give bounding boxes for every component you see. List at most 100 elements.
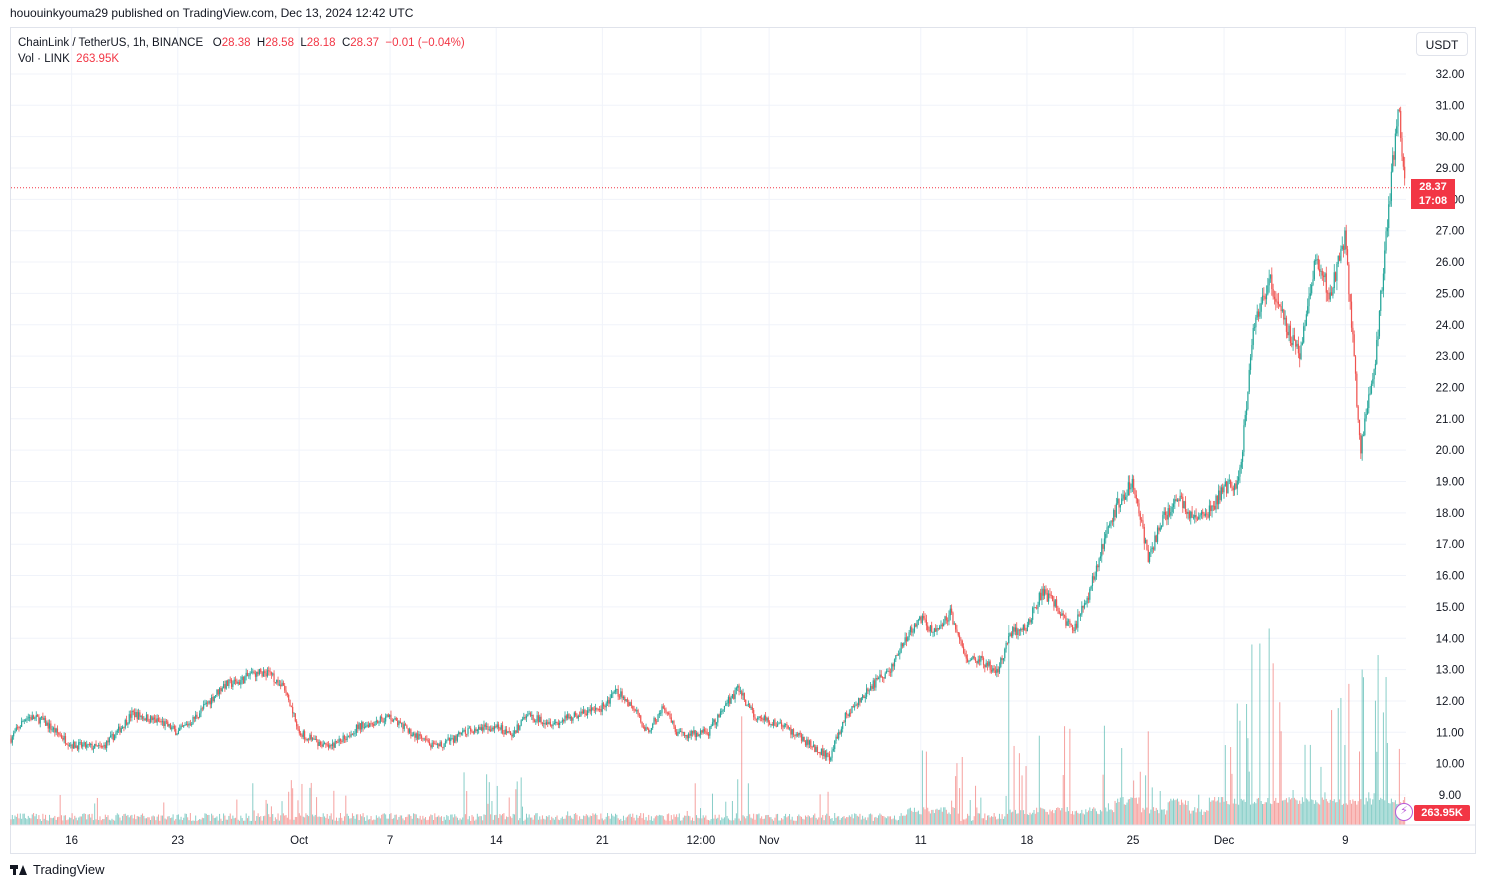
candle-body (71, 744, 73, 749)
volume-bars (10, 625, 1406, 825)
candle-body (172, 726, 174, 728)
candle-body (193, 716, 195, 719)
candle-body (459, 732, 461, 735)
volume-bar (26, 819, 28, 825)
volume-bar (175, 819, 177, 825)
volume-bar (1361, 669, 1363, 825)
volume-bar (607, 813, 609, 825)
volume-bar (1348, 683, 1350, 825)
volume-bar (362, 813, 364, 825)
x-tick-label: Dec (1214, 835, 1235, 847)
candle-body (1042, 588, 1044, 596)
candle-body (1402, 156, 1404, 167)
candle-body (981, 655, 983, 659)
volume-bar (430, 814, 432, 825)
volume-bar (127, 814, 129, 825)
candle-body (779, 722, 781, 724)
candle-body (956, 629, 958, 633)
volume-bar (900, 813, 902, 825)
candle-body (701, 730, 703, 733)
candle-body (1102, 544, 1104, 549)
last-volume-tag: 263.95K (1414, 805, 1470, 821)
candle-body (711, 722, 714, 727)
candle-body (294, 713, 296, 722)
candle-body (195, 714, 197, 719)
candle-body (103, 744, 105, 747)
volume-bar (1272, 663, 1274, 825)
volume-bar (266, 803, 268, 825)
volume-bar (891, 819, 893, 825)
candle-body (63, 736, 65, 740)
volume-bar (862, 815, 864, 825)
candle-body (252, 671, 254, 673)
candle-body (791, 729, 793, 735)
candle-body (792, 729, 795, 735)
candle-body (10, 738, 12, 743)
candle-body (557, 722, 559, 725)
candle-body (1280, 306, 1282, 312)
candle-body (1078, 614, 1080, 616)
volume-bar (421, 819, 423, 825)
volume-bar (1357, 801, 1359, 825)
candle-body (533, 720, 536, 722)
volume-bar (1078, 813, 1080, 825)
candle-body (852, 706, 854, 708)
candle-body (56, 728, 59, 733)
volume-bar (923, 807, 925, 825)
volume-bar (318, 816, 320, 825)
volume-bar (1356, 804, 1358, 825)
candle-body (1228, 480, 1230, 482)
volume-bar (661, 815, 663, 825)
candle-body (51, 729, 53, 731)
volume-bar (393, 818, 395, 825)
volume-bar (1374, 700, 1376, 825)
candle-body (446, 740, 448, 742)
candle-body (119, 726, 121, 733)
volume-bar (1139, 771, 1141, 825)
candle-body (580, 711, 582, 717)
candle-body (345, 739, 347, 741)
symbol-label[interactable]: ChainLink / TetherUS, 1h, BINANCE (18, 37, 204, 49)
volume-bar (42, 813, 44, 825)
candle-body (763, 715, 765, 721)
candle-body (144, 718, 146, 721)
volume-bar (1101, 811, 1103, 825)
volume-bar (120, 820, 122, 825)
lightning-icon[interactable]: ⚡ (1395, 803, 1413, 821)
candle-body (339, 738, 342, 742)
volume-bar (673, 814, 675, 825)
y-tick-label: 16.00 (1436, 571, 1465, 583)
candle-body (264, 671, 266, 674)
close-value: 28.37 (350, 37, 380, 49)
volume-bar (326, 813, 328, 825)
volume-bar (176, 814, 178, 825)
volume-bar (956, 763, 958, 825)
volume-bar (1373, 793, 1375, 825)
candle-body (988, 661, 990, 666)
volume-bar (866, 820, 868, 825)
volume-bar (302, 816, 304, 825)
candle-body (729, 697, 731, 704)
footer-brand[interactable]: TradingView (10, 862, 105, 877)
volume-bar (300, 815, 302, 825)
volume-bar (96, 797, 98, 825)
candle-body (828, 754, 830, 761)
candle-body (1325, 273, 1327, 293)
candle-body (470, 727, 472, 732)
candle-body (1373, 369, 1375, 380)
volume-bar (787, 816, 789, 825)
currency-button[interactable]: USDT (1416, 32, 1468, 56)
candle-body (680, 731, 682, 733)
volume-bar (1054, 810, 1056, 825)
volume-bar (239, 820, 241, 825)
volume-bar (103, 819, 105, 825)
candle-body (1119, 504, 1121, 508)
volume-bar (1090, 810, 1092, 825)
candle-body (605, 703, 607, 708)
volume-bar (735, 813, 737, 825)
candle-body (335, 740, 338, 743)
volume-label[interactable]: Vol · LINK (18, 53, 70, 65)
candle-body (325, 743, 327, 745)
candle-body (460, 732, 462, 735)
